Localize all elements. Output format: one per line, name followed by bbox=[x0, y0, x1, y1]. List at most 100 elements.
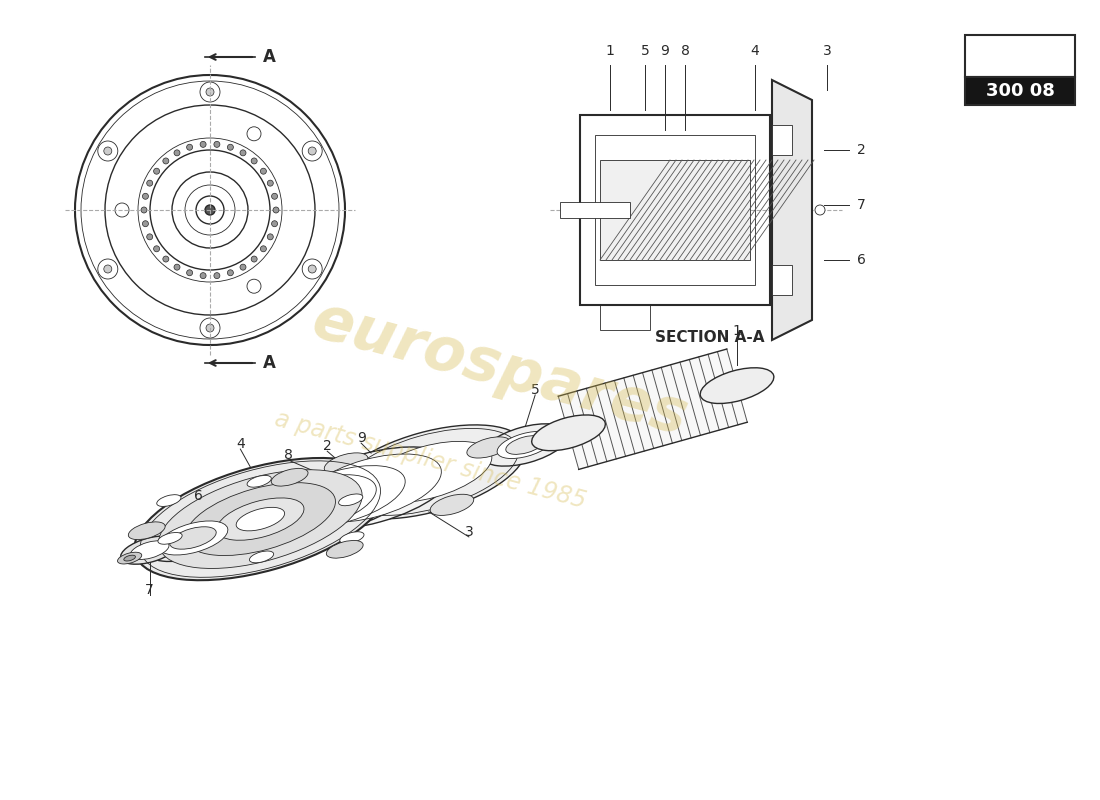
Text: 2: 2 bbox=[322, 439, 331, 453]
Ellipse shape bbox=[279, 466, 405, 526]
Bar bbox=[580, 115, 770, 305]
Circle shape bbox=[272, 221, 277, 226]
Circle shape bbox=[154, 246, 160, 252]
Ellipse shape bbox=[301, 454, 441, 522]
Ellipse shape bbox=[531, 415, 605, 450]
Ellipse shape bbox=[158, 533, 183, 544]
Text: 3: 3 bbox=[464, 525, 473, 539]
Circle shape bbox=[163, 158, 168, 164]
Text: 300 08: 300 08 bbox=[986, 82, 1055, 100]
Ellipse shape bbox=[129, 522, 165, 539]
Text: A: A bbox=[263, 354, 276, 372]
Ellipse shape bbox=[286, 447, 455, 530]
Circle shape bbox=[261, 246, 266, 252]
Circle shape bbox=[187, 270, 192, 276]
Text: SECTION A-A: SECTION A-A bbox=[656, 330, 764, 345]
Circle shape bbox=[308, 147, 316, 155]
Circle shape bbox=[267, 180, 273, 186]
Ellipse shape bbox=[169, 526, 217, 549]
Circle shape bbox=[103, 265, 112, 273]
Ellipse shape bbox=[121, 536, 178, 564]
Ellipse shape bbox=[327, 541, 363, 558]
Ellipse shape bbox=[482, 424, 569, 466]
Ellipse shape bbox=[366, 442, 492, 502]
Circle shape bbox=[206, 324, 214, 332]
Circle shape bbox=[251, 256, 257, 262]
Ellipse shape bbox=[339, 494, 363, 506]
Circle shape bbox=[228, 270, 233, 276]
Bar bbox=[965, 35, 1075, 77]
Ellipse shape bbox=[466, 437, 510, 458]
Polygon shape bbox=[772, 80, 812, 340]
Circle shape bbox=[141, 207, 147, 213]
Circle shape bbox=[251, 158, 257, 164]
Circle shape bbox=[267, 234, 273, 240]
Ellipse shape bbox=[248, 475, 272, 487]
Text: eurospares: eurospares bbox=[306, 291, 694, 449]
Circle shape bbox=[187, 144, 192, 150]
Circle shape bbox=[205, 205, 214, 215]
Circle shape bbox=[815, 205, 825, 215]
Ellipse shape bbox=[497, 431, 553, 458]
Text: a parts supplier since 1985: a parts supplier since 1985 bbox=[272, 407, 588, 513]
Text: 8: 8 bbox=[284, 448, 293, 462]
Text: 6: 6 bbox=[194, 489, 202, 503]
Bar bbox=[600, 160, 750, 260]
Text: 8: 8 bbox=[681, 44, 690, 58]
Bar bbox=[595, 135, 755, 285]
Circle shape bbox=[174, 150, 180, 156]
Circle shape bbox=[240, 150, 246, 156]
Text: 1: 1 bbox=[606, 44, 615, 58]
Circle shape bbox=[228, 144, 233, 150]
Circle shape bbox=[200, 142, 206, 147]
Ellipse shape bbox=[332, 425, 526, 519]
Circle shape bbox=[200, 273, 206, 278]
Ellipse shape bbox=[506, 435, 544, 454]
Text: 1: 1 bbox=[733, 324, 741, 338]
Bar bbox=[600, 305, 650, 330]
Text: 4: 4 bbox=[236, 437, 244, 451]
Ellipse shape bbox=[250, 551, 274, 562]
Circle shape bbox=[308, 265, 316, 273]
Circle shape bbox=[213, 142, 220, 147]
Circle shape bbox=[213, 273, 220, 278]
Polygon shape bbox=[559, 349, 747, 470]
Ellipse shape bbox=[130, 541, 169, 559]
Circle shape bbox=[261, 168, 266, 174]
Ellipse shape bbox=[118, 552, 142, 564]
Ellipse shape bbox=[701, 368, 774, 403]
Text: 5: 5 bbox=[531, 383, 540, 397]
Circle shape bbox=[142, 221, 148, 226]
Circle shape bbox=[272, 194, 277, 199]
Ellipse shape bbox=[430, 494, 474, 515]
Ellipse shape bbox=[158, 470, 362, 569]
Text: 4: 4 bbox=[750, 44, 759, 58]
Text: 3: 3 bbox=[823, 44, 832, 58]
Circle shape bbox=[273, 207, 279, 213]
Bar bbox=[965, 77, 1075, 105]
Text: 5: 5 bbox=[640, 44, 649, 58]
Ellipse shape bbox=[124, 555, 135, 561]
Ellipse shape bbox=[185, 482, 336, 555]
Circle shape bbox=[174, 264, 180, 270]
Text: A: A bbox=[263, 48, 276, 66]
Circle shape bbox=[154, 168, 160, 174]
Circle shape bbox=[142, 194, 148, 199]
Ellipse shape bbox=[324, 453, 367, 474]
Ellipse shape bbox=[272, 468, 308, 486]
Circle shape bbox=[103, 147, 112, 155]
Text: 6: 6 bbox=[857, 253, 866, 267]
Ellipse shape bbox=[144, 514, 241, 562]
Ellipse shape bbox=[134, 458, 386, 580]
Ellipse shape bbox=[265, 458, 420, 534]
Circle shape bbox=[206, 88, 214, 96]
Text: 9: 9 bbox=[356, 431, 365, 445]
Text: 7: 7 bbox=[145, 583, 154, 597]
Bar bbox=[772, 265, 792, 295]
Circle shape bbox=[146, 234, 153, 240]
Ellipse shape bbox=[236, 507, 285, 531]
Ellipse shape bbox=[260, 474, 376, 531]
Circle shape bbox=[146, 180, 153, 186]
Bar bbox=[560, 202, 630, 218]
Text: 2: 2 bbox=[857, 143, 866, 157]
